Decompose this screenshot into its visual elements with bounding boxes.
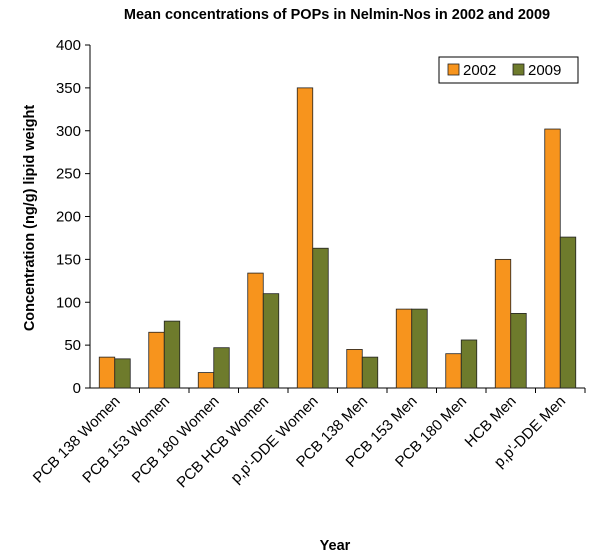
bar-2002-8 bbox=[445, 353, 462, 389]
y-axis-label: Concentration (ng/g) lipid weight bbox=[22, 105, 38, 332]
y-tick-label: 300 bbox=[56, 123, 81, 140]
bar-2009-5 bbox=[312, 247, 329, 389]
y-tick-label: 0 bbox=[73, 380, 81, 397]
y-tick-label: 350 bbox=[56, 80, 81, 97]
bar-2002-4 bbox=[247, 272, 264, 389]
x-tick-label: PCB HCB Women bbox=[174, 393, 272, 491]
x-axis-label: Year bbox=[320, 538, 351, 553]
bar-2009-2 bbox=[163, 320, 181, 389]
legend: 2002 2009 bbox=[438, 56, 579, 84]
x-tick-label: PCB 180 Women bbox=[129, 393, 223, 487]
x-tick-label: p,p'-DDE Women bbox=[228, 393, 322, 487]
bar-2002-1 bbox=[98, 356, 116, 389]
bar-2009-7 bbox=[411, 308, 428, 389]
bar-2002-2 bbox=[148, 331, 165, 389]
bar-2009-10 bbox=[559, 236, 577, 389]
y-tick-label: 250 bbox=[56, 166, 81, 183]
legend-swatch-2002 bbox=[447, 63, 460, 76]
bar-2002-3 bbox=[197, 372, 215, 389]
bar-2009-8 bbox=[460, 339, 478, 389]
x-tick-label: PCB 153 Women bbox=[79, 393, 173, 487]
bar-2009-3 bbox=[213, 347, 230, 389]
legend-label-2009: 2009 bbox=[528, 62, 561, 79]
bar-2009-9 bbox=[510, 312, 527, 389]
bar-2002-10 bbox=[544, 128, 561, 389]
bar-2009-6 bbox=[361, 356, 379, 389]
y-tick-label: 400 bbox=[56, 37, 81, 54]
y-tick-label: 200 bbox=[56, 209, 81, 226]
bar-2002-6 bbox=[346, 349, 363, 389]
y-tick-label: 100 bbox=[56, 294, 81, 311]
legend-swatch-2009 bbox=[512, 63, 525, 76]
bar-2009-4 bbox=[262, 293, 280, 389]
x-tick-label: PCB 138 Women bbox=[30, 393, 124, 487]
bar-2009-1 bbox=[114, 358, 131, 389]
legend-box bbox=[438, 56, 579, 84]
legend-label-2002: 2002 bbox=[463, 62, 496, 79]
chart-title: Mean concentrations of POPs in Nelmin-No… bbox=[124, 7, 550, 23]
bar-2002-5 bbox=[296, 87, 314, 389]
bar-2002-9 bbox=[494, 258, 512, 389]
y-tick-label: 150 bbox=[56, 251, 81, 268]
bar-2002-7 bbox=[395, 308, 413, 389]
y-tick-label: 50 bbox=[64, 337, 81, 354]
